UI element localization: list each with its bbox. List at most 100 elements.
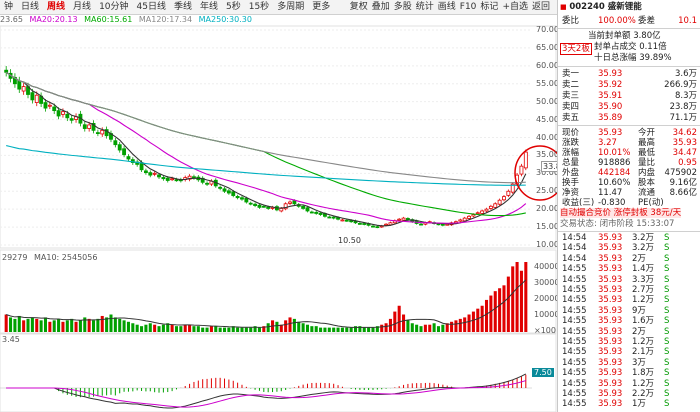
candle-body [288, 201, 292, 204]
volume-bar [153, 324, 157, 332]
period-tab[interactable]: 10分钟 [99, 2, 129, 12]
candle-body [244, 197, 249, 203]
volume-bar [463, 317, 467, 332]
candle-body [488, 205, 493, 209]
volume-bar [524, 262, 528, 332]
ma120-value: 17.34 [169, 15, 193, 24]
volume-bar [288, 317, 292, 332]
period-tab[interactable]: 日线 [21, 2, 40, 12]
toolbar-tool-button[interactable]: 统计 [415, 2, 434, 12]
volume-bar [367, 327, 371, 332]
toolbar-tool-button[interactable]: 多股 [393, 2, 412, 12]
period-tab[interactable]: 年线 [199, 2, 218, 12]
volume-bar [135, 324, 139, 332]
candle-body [257, 204, 262, 208]
volume-axis-label: ×100 [534, 326, 556, 335]
toolbar-tool-button[interactable]: 返回 [531, 2, 550, 12]
candle-body [192, 176, 196, 179]
sell-level-row[interactable]: 卖三 35.91 8.3万 [562, 91, 697, 101]
sell-level-row[interactable]: 卖一 35.93 3.6万 [562, 69, 697, 79]
alert-line: 自动撮合竞价 涨停封板 38元/天 [560, 208, 682, 218]
period-tab[interactable]: 周线 [47, 2, 66, 12]
candle-body [314, 211, 319, 214]
candle-body [165, 177, 170, 181]
volume-bar [454, 320, 458, 332]
period-tab[interactable]: 月线 [73, 2, 92, 12]
volume-bar [161, 324, 165, 332]
volume-bar [48, 321, 52, 332]
candle-body [235, 196, 240, 199]
toolbar-tool-button[interactable]: 叠加 [371, 2, 390, 12]
candle-body [401, 217, 406, 221]
volume-bar [480, 305, 484, 332]
candle-body [240, 197, 244, 200]
volume-bar [227, 327, 231, 332]
candle-body [122, 148, 127, 156]
candle-body [419, 223, 423, 226]
volume-bar [91, 320, 96, 332]
sell-level-row[interactable]: 卖四 35.90 23.8万 [562, 102, 697, 112]
period-tab[interactable]: 季线 [173, 2, 192, 12]
volume-bar [266, 323, 270, 332]
volume-bar [157, 326, 161, 332]
ma120-label: MA120: [138, 15, 170, 24]
volume-bar [353, 326, 358, 332]
candle-body [104, 129, 109, 137]
candle-body [139, 162, 144, 171]
period-tab[interactable]: 45日线 [136, 2, 166, 12]
candle-body [484, 208, 489, 212]
candle-body [21, 86, 26, 92]
candle-body [497, 199, 502, 205]
period-tab[interactable]: 钟 [4, 2, 14, 12]
volume-bar [244, 327, 248, 332]
stock-title: ■ 002240 盛新锂能 [560, 2, 699, 13]
candle-body [309, 211, 314, 214]
candle-body [52, 106, 57, 112]
volume-bar [428, 324, 432, 332]
period-tab[interactable]: 5秒 [226, 2, 241, 12]
tick-row: 14:55 35.93 1万 S [562, 399, 670, 410]
period-tab[interactable]: 15秒 [248, 2, 270, 12]
toolbar-tool-button[interactable]: 画线 [437, 2, 456, 12]
price-axis-label: 15.00 [536, 222, 559, 232]
macd-axis-tag: 7.50 [532, 368, 554, 377]
toolbar-tool-button[interactable]: 复权 [349, 2, 368, 12]
volume-bar [519, 270, 523, 332]
info-line-1: 当前封单额 3.80亿 [588, 31, 661, 41]
volume-bar [336, 327, 340, 332]
sell-level-row[interactable]: 卖五 35.89 71.1万 [562, 113, 697, 123]
volume-bar [441, 324, 445, 332]
tick-row: 14:55 35.93 3万 S [562, 357, 670, 368]
candlestick-chart[interactable] [0, 0, 557, 412]
candle-body [95, 132, 100, 134]
candle-body [231, 191, 236, 196]
highlight-circle [514, 145, 557, 201]
toolbar-tool-button[interactable]: +自选 [502, 2, 528, 12]
period-tab[interactable]: 更多 [312, 2, 331, 12]
volume-bar [61, 321, 65, 332]
ma-line-ma120 [5, 71, 526, 184]
sell-level-row[interactable]: 卖二 35.92 266.9万 [562, 80, 697, 90]
candle-body [30, 92, 35, 101]
toolbar-tool-button[interactable]: 标记 [480, 2, 499, 12]
volume-bar [209, 326, 213, 332]
toolbar-tool-button[interactable]: F10 [459, 2, 477, 12]
volume-bar [249, 327, 253, 332]
volume-axis-label: 10000 [534, 310, 560, 319]
price-axis-label: 10.00 [536, 240, 559, 249]
tick-row: 14:55 35.93 9万 S [562, 305, 670, 316]
price-axis-label: 55.00 [536, 78, 559, 88]
period-tab[interactable]: 多周期 [277, 2, 305, 12]
volume-bar [240, 327, 244, 332]
volume-bar [349, 327, 353, 332]
candle-body [523, 151, 528, 169]
volume-bar [415, 324, 419, 332]
candle-body [506, 190, 511, 196]
candle-body [205, 182, 209, 185]
price-axis-label: 40.00 [536, 132, 559, 142]
quote-stat-row: 涨跌 3.27 最高 35.93 [562, 138, 697, 148]
weibi-row: 委比 100.00% 委差 10.1 [562, 16, 697, 26]
volume-bar [43, 317, 48, 332]
candle-body [279, 208, 284, 212]
volume-bar [384, 323, 388, 332]
